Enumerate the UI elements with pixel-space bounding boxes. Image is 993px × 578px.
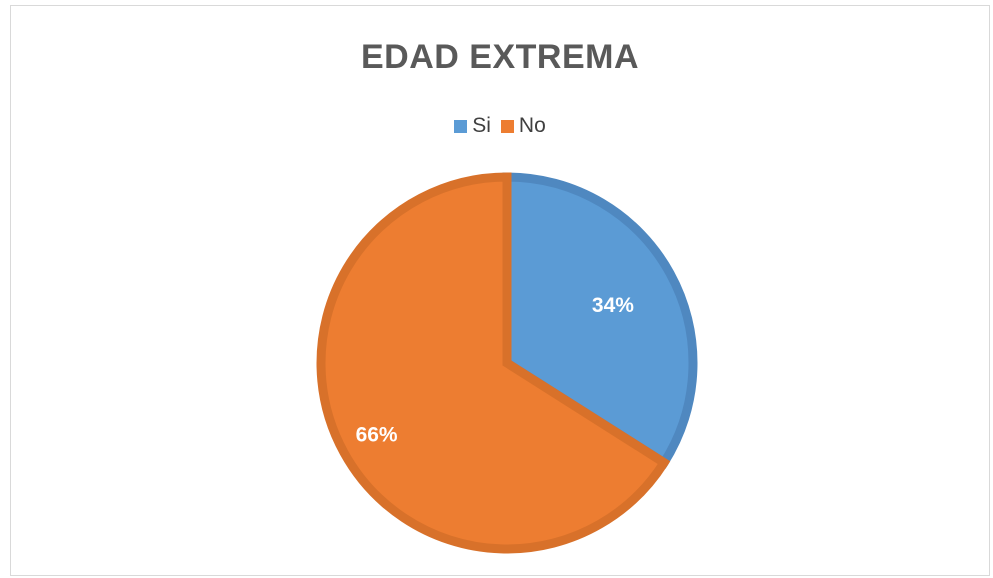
pie-slice-no xyxy=(316,172,671,554)
chart-legend: Si No xyxy=(11,114,989,138)
legend-swatch-si xyxy=(454,119,468,133)
legend-entry-si: Si xyxy=(454,114,491,138)
legend-label-si: Si xyxy=(472,114,491,137)
chart-title: EDAD EXTREMA xyxy=(360,38,640,76)
data-label-no: 66% xyxy=(356,424,398,447)
legend-entry-no: No xyxy=(500,114,546,138)
legend-swatch-no xyxy=(500,119,514,133)
legend-label-no: No xyxy=(518,114,546,137)
data-label-si: 34% xyxy=(592,294,634,317)
